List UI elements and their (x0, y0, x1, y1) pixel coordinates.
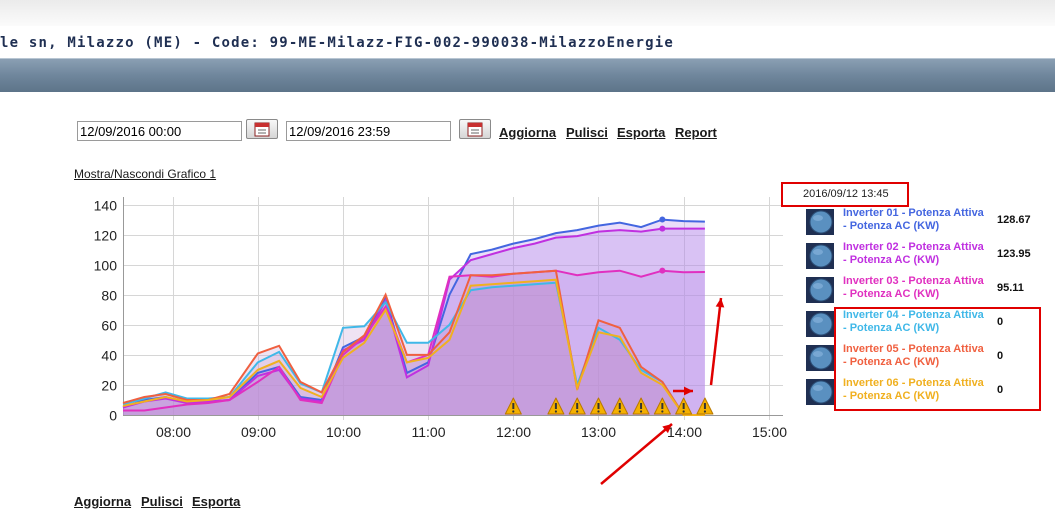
series-area (123, 270, 705, 415)
globe-icon (806, 277, 834, 303)
y-tick-label: 40 (101, 348, 117, 364)
series-area (123, 279, 705, 415)
warning-icon-dot (576, 410, 579, 413)
end-calendar-button[interactable] (459, 119, 491, 139)
toggle-chart-link[interactable]: Mostra/Nascondi Grafico 1 (74, 167, 217, 181)
legend-label-line1: Inverter 01 - Potenza Attiva (843, 207, 984, 219)
legend-label: Inverter 04 - Potenza Attiva - Potenza A… (843, 309, 1003, 335)
x-tick-label: 08:00 (156, 424, 191, 440)
y-tick-label: 0 (109, 408, 117, 424)
globe-icon (806, 311, 834, 337)
legend-label: Inverter 05 - Potenza Attiva - Potenza A… (843, 343, 1003, 369)
nav-bar (0, 58, 1055, 92)
warning-icon-dot (597, 410, 600, 413)
legend-item[interactable]: Inverter 01 - Potenza Attiva - Potenza A… (806, 207, 1036, 237)
x-tick-label: 15:00 (752, 424, 787, 440)
highlight-box-inverters (834, 307, 1041, 411)
page-title: le sn, Milazzo (ME) - Code: 99-ME-Milazz… (0, 35, 675, 51)
calendar-icon (254, 122, 270, 137)
x-tick-label: 14:00 (667, 424, 702, 440)
bottom-esporta-link[interactable]: Esporta (192, 494, 241, 509)
legend-label-line2: - Potenza AC (KW) (843, 220, 940, 232)
legend-value: 0 (997, 384, 1004, 396)
warning-icon-dot (639, 410, 643, 413)
warning-icon-dot (682, 410, 685, 413)
legend-label: Inverter 01 - Potenza Attiva - Potenza A… (843, 207, 1003, 233)
warning-icon-dot (554, 410, 558, 413)
y-tick-label: 140 (94, 198, 118, 214)
series-area (123, 282, 705, 415)
y-tick-label: 20 (101, 378, 117, 394)
warning-icon-dot (512, 410, 515, 413)
y-tick-label: 100 (94, 258, 118, 274)
legend-item[interactable]: Inverter 03 - Potenza Attiva - Potenza A… (806, 275, 1036, 305)
legend-label-line1: Inverter 02 - Potenza Attiva (843, 241, 984, 253)
top-bar (0, 0, 1055, 26)
series-marker (659, 225, 666, 232)
y-tick-label: 80 (101, 288, 117, 304)
start-calendar-button[interactable] (246, 119, 278, 139)
series-area (123, 270, 705, 415)
start-date-input[interactable] (77, 121, 242, 141)
x-tick-label: 10:00 (326, 424, 361, 440)
highlight-box-time (781, 182, 909, 207)
legend-value: 0 (997, 316, 1004, 328)
y-tick-label: 120 (94, 228, 118, 244)
warning-icon-dot (618, 410, 621, 413)
aggiorna-link[interactable]: Aggiorna (499, 125, 557, 140)
annotation-arrow-3-head (715, 298, 725, 308)
report-link[interactable]: Report (675, 125, 717, 140)
series-marker (659, 267, 666, 274)
legend-label-line2: - Potenza AC (KW) (843, 322, 940, 334)
legend-label-line2: - Potenza AC (KW) (843, 254, 940, 266)
x-tick-label: 13:00 (581, 424, 616, 440)
legend-label-line1: Inverter 05 - Potenza Attiva (843, 343, 984, 355)
annotation-arrow-1-head (662, 424, 672, 434)
series-marker (659, 216, 666, 223)
series-line (123, 269, 705, 412)
globe-icon (806, 345, 834, 371)
series-line (122, 269, 705, 416)
legend-value: 123.95 (997, 248, 1031, 260)
y-tick-label: 60 (101, 318, 117, 334)
bottom-aggiorna-link[interactable]: Aggiorna (74, 494, 132, 509)
annotation-arrow-1 (600, 423, 673, 485)
series-area (123, 228, 705, 415)
x-tick-label: 12:00 (496, 424, 531, 440)
legend-label-line2: - Potenza AC (KW) (843, 288, 940, 300)
globe-icon (806, 379, 834, 405)
pulisci-link[interactable]: Pulisci (566, 125, 608, 140)
x-tick-label: 09:00 (241, 424, 276, 440)
annotation-arrow-2-head (683, 386, 693, 396)
calendar-icon (467, 122, 483, 137)
globe-icon (806, 209, 834, 235)
warning-icon-dot (703, 410, 707, 413)
end-date-input[interactable] (286, 121, 451, 141)
x-tick-label: 11:00 (412, 424, 446, 440)
bottom-pulisci-link[interactable]: Pulisci (141, 494, 183, 509)
legend-item[interactable]: Inverter 05 - Potenza Attiva - Potenza A… (806, 343, 1036, 373)
legend-label: Inverter 06 - Potenza Attiva - Potenza A… (843, 377, 1003, 403)
series-line (122, 278, 705, 416)
legend-value: 95.11 (997, 282, 1024, 294)
legend-label-line1: Inverter 03 - Potenza Attiva (843, 275, 984, 287)
legend-item[interactable]: Inverter 06 - Potenza Attiva - Potenza A… (806, 377, 1036, 407)
legend-value: 128.67 (997, 214, 1031, 226)
legend-label-line1: Inverter 04 - Potenza Attiva (843, 309, 984, 321)
annotation-arrow-3 (709, 297, 723, 386)
globe-icon (806, 243, 834, 269)
legend-label: Inverter 03 - Potenza Attiva - Potenza A… (843, 275, 1003, 301)
legend-value: 0 (997, 350, 1004, 362)
legend-label-line1: Inverter 06 - Potenza Attiva (843, 377, 984, 389)
legend-label-line2: - Potenza AC (KW) (843, 356, 940, 368)
legend-label: Inverter 02 - Potenza Attiva - Potenza A… (843, 241, 1003, 267)
warning-icon-dot (661, 410, 664, 413)
tooltip-datetime: 2016/09/12 13:45 (803, 188, 889, 200)
legend-item[interactable]: Inverter 02 - Potenza Attiva - Potenza A… (806, 241, 1036, 271)
series-area (123, 219, 705, 415)
legend-label-line2: - Potenza AC (KW) (843, 390, 940, 402)
esporta-link[interactable]: Esporta (617, 125, 666, 140)
legend-item[interactable]: Inverter 04 - Potenza Attiva - Potenza A… (806, 309, 1036, 339)
